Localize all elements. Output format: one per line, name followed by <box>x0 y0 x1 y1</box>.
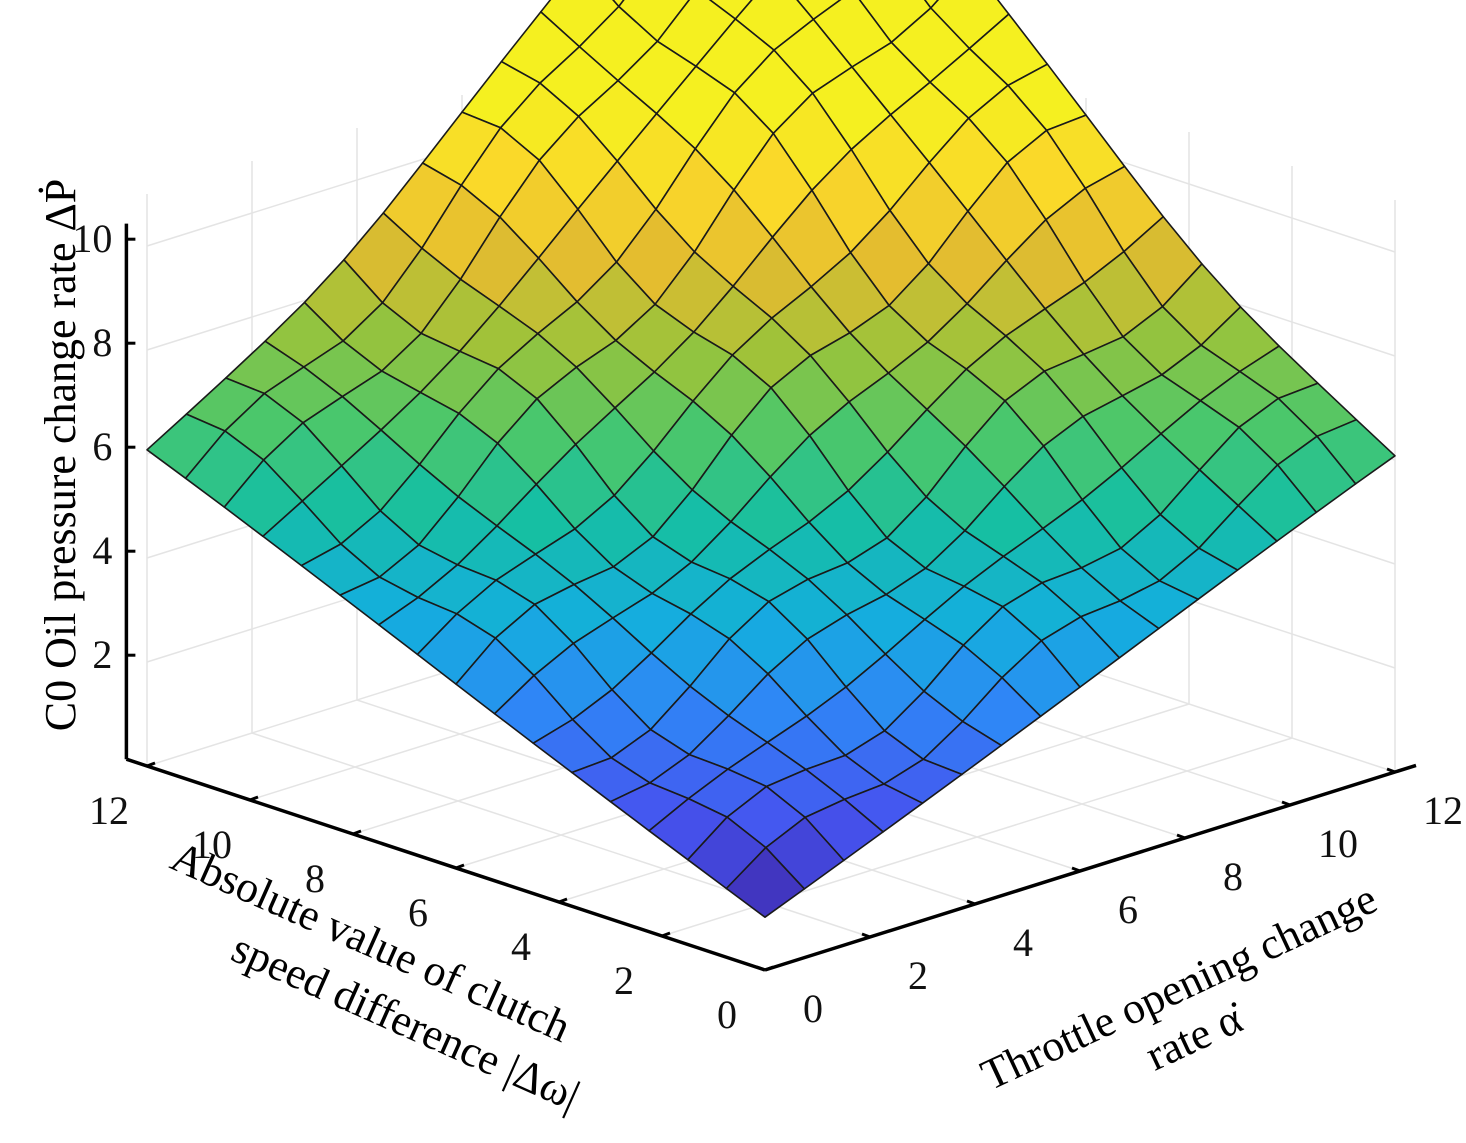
tick-labels: 0 2 4 6 8 10 12 0 2 4 6 8 10 12 2 4 6 8 10 <box>72 216 1463 1037</box>
x-tick-label: 12 <box>1423 788 1463 833</box>
y-tick-label: 2 <box>614 958 634 1003</box>
z-tick-label: 10 <box>72 216 112 261</box>
x-tick-label: 0 <box>803 986 823 1031</box>
y-tick <box>661 931 671 938</box>
axes <box>124 223 1417 972</box>
x-tick-label: 4 <box>1013 920 1033 965</box>
y-tick <box>249 795 259 802</box>
surface-patch <box>708 0 753 20</box>
y-tick-label: 8 <box>305 856 325 901</box>
surface-patch <box>612 0 625 8</box>
x-tick <box>1176 833 1186 840</box>
x-tick <box>756 965 766 972</box>
y-tick-label: 4 <box>511 924 531 969</box>
y-tick <box>352 829 362 836</box>
surface-mesh <box>146 0 1396 919</box>
x-tick-label: 2 <box>908 953 928 998</box>
z-tick-label: 6 <box>92 424 112 469</box>
y-tick <box>455 863 465 870</box>
surface-patch <box>923 0 940 9</box>
z-tick-label: 8 <box>92 320 112 365</box>
x-tick <box>966 899 976 906</box>
z-axis-title: C0 Oil pressure change rate ΔṖ <box>36 179 85 731</box>
x-tick <box>861 932 871 939</box>
y-tick-label: 0 <box>717 992 737 1037</box>
surface-patch <box>725 846 806 919</box>
y-tick-label: 6 <box>408 890 428 935</box>
x-axis-line <box>764 763 1417 972</box>
y-axis-line <box>125 757 766 972</box>
x-tick-label: 6 <box>1118 887 1138 932</box>
x-tick <box>1071 866 1081 873</box>
z-tick-label: 4 <box>92 528 112 573</box>
y-tick <box>558 897 568 904</box>
x-tick-label: 8 <box>1223 854 1243 899</box>
y-tick <box>146 761 156 768</box>
y-tick-label: 10 <box>192 822 232 867</box>
z-tick-label: 2 <box>92 632 112 677</box>
y-tick <box>764 965 774 972</box>
x-tick-label: 10 <box>1318 821 1358 866</box>
y-tick-label: 12 <box>89 788 129 833</box>
x-tick <box>1281 800 1291 807</box>
x-tick <box>1386 767 1396 774</box>
